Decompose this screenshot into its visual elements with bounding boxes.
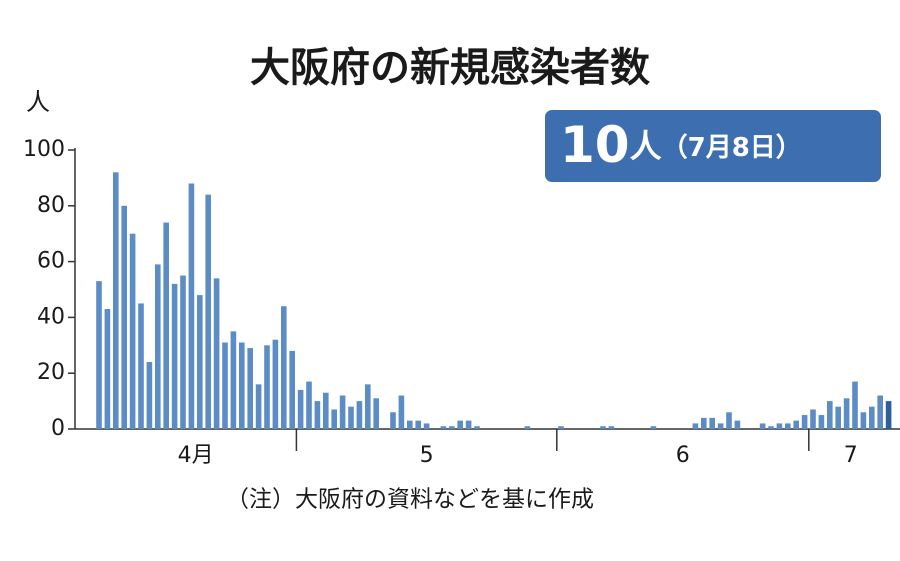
bar (129, 233, 136, 429)
bar (306, 381, 312, 429)
x-tick-label: 4月 (178, 443, 214, 468)
bar (398, 395, 405, 429)
x-tick-label: 6 (676, 443, 690, 468)
bar (810, 409, 816, 429)
bar (272, 339, 279, 429)
bar (197, 295, 203, 429)
bar (222, 342, 228, 429)
bar (339, 395, 346, 429)
bar (138, 303, 144, 429)
bar (860, 412, 867, 429)
bar (104, 309, 111, 429)
bar (255, 384, 262, 429)
bar (465, 420, 472, 429)
bar (390, 412, 396, 429)
bar (180, 275, 186, 429)
bar (776, 423, 783, 429)
bar (709, 417, 715, 429)
bar (474, 426, 480, 429)
bar (818, 415, 825, 429)
bar (239, 342, 245, 429)
bar (314, 401, 321, 429)
bar (171, 283, 178, 429)
bar (423, 423, 430, 429)
bar (247, 348, 253, 429)
bar (524, 426, 531, 429)
bar (264, 345, 270, 429)
bar (213, 278, 220, 429)
bar (356, 401, 363, 429)
bar (96, 281, 102, 429)
callout-value: 10 (560, 116, 630, 174)
x-tick-label: 5 (420, 443, 434, 468)
bar (440, 426, 447, 429)
bar (801, 415, 808, 429)
bar (188, 183, 195, 429)
bar (365, 384, 371, 429)
bar (877, 395, 883, 429)
bar (843, 398, 850, 429)
callout: 10人（7月8日） (560, 116, 802, 174)
chart-title: 大阪府の新規感染者数 (250, 45, 650, 91)
bar (449, 426, 455, 429)
bar (289, 350, 295, 429)
bar (163, 222, 169, 429)
bar (155, 264, 161, 429)
bar (768, 426, 774, 429)
bar (558, 426, 564, 429)
bar (113, 172, 119, 429)
note: （注）大阪府の資料などを基に作成 (226, 487, 594, 513)
callout-unit: 人 (630, 127, 662, 165)
bar (726, 412, 732, 429)
bar (852, 381, 858, 429)
y-tick-label: 20 (37, 360, 65, 385)
bar (835, 406, 841, 429)
bar (407, 420, 413, 429)
bar (415, 420, 421, 429)
y-tick-label: 60 (37, 249, 65, 274)
y-tick-label: 100 (23, 137, 65, 162)
bar (373, 398, 379, 429)
bar (717, 423, 724, 429)
bar (885, 401, 892, 429)
y-tick-label: 80 (37, 193, 65, 218)
bar (323, 392, 329, 429)
bar (827, 401, 833, 429)
y-tick-label: 40 (37, 304, 65, 329)
bar (600, 426, 606, 429)
bar (121, 205, 127, 429)
bar (146, 362, 153, 429)
y-tick-label: 0 (51, 416, 65, 441)
y-unit: 人 (26, 88, 50, 116)
bar (230, 331, 237, 429)
bar (297, 389, 304, 429)
bar (785, 423, 791, 429)
bar (701, 417, 707, 429)
bar (650, 426, 657, 429)
bar (759, 423, 766, 429)
x-tick-label: 7 (844, 443, 858, 468)
bar (457, 420, 463, 429)
bar (692, 423, 699, 429)
bar (348, 406, 354, 429)
bar (869, 406, 875, 429)
bar (205, 194, 211, 429)
bar (734, 420, 741, 429)
bar (793, 420, 799, 429)
bar (608, 426, 615, 429)
bar (331, 409, 337, 429)
bar (281, 306, 287, 429)
callout-box (545, 110, 881, 182)
callout-date: （7月8日） (662, 133, 802, 163)
